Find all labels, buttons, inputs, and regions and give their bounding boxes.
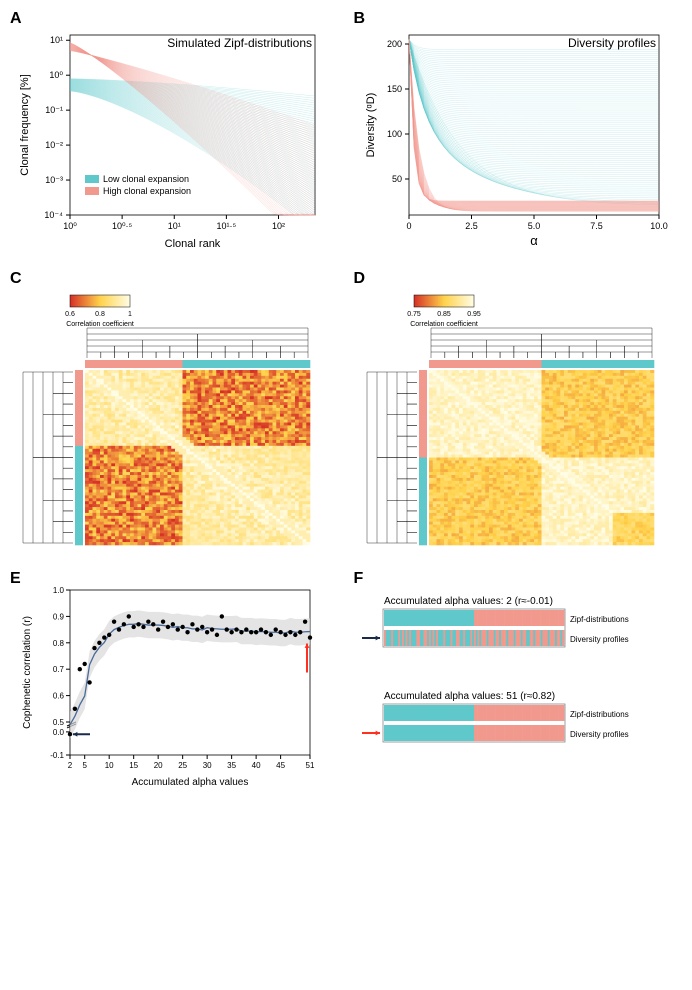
svg-text:10¹: 10¹	[50, 35, 63, 45]
panel-e-chart: 25101520253035404551-0.10.00.50.60.70.80…	[15, 575, 325, 795]
svg-text:5.0: 5.0	[527, 221, 540, 231]
svg-text:0: 0	[406, 221, 411, 231]
panel-b-label: B	[354, 10, 366, 28]
svg-text:100: 100	[386, 129, 401, 139]
panel-a-chart: 10⁰ 10⁰·⁵ 10¹ 10¹·⁵ 10² 10⁻⁴ 10⁻³ 10⁻² 10⁻¹ 10⁰ 10…	[15, 15, 325, 255]
svg-text:0.95: 0.95	[467, 311, 481, 318]
svg-text:10⁰: 10⁰	[63, 221, 77, 231]
svg-text:150: 150	[386, 84, 401, 94]
svg-text:2.5: 2.5	[465, 221, 478, 231]
svg-text:Correlation coefficient: Correlation coefficient	[66, 321, 134, 328]
svg-text:10¹: 10¹	[168, 221, 181, 231]
panel-f-label: F	[354, 570, 364, 588]
svg-text:10⁰: 10⁰	[49, 70, 63, 80]
panel-a-label: A	[10, 10, 22, 28]
panel-b: B 02.55.07.510.050100150200αDiversity (ᵅ…	[359, 15, 678, 255]
panel-d: D 0.750.850.95Correlation coefficient	[359, 275, 678, 555]
figure-grid: A 10⁰10⁰·⁵10¹10¹·⁵10²10⁻⁴10⁻³10⁻²10⁻¹10⁰…	[15, 15, 677, 795]
svg-text:200: 200	[386, 39, 401, 49]
svg-text:Correlation coefficient: Correlation coefficient	[410, 321, 478, 328]
panel-e-label: E	[10, 570, 21, 588]
svg-text:High clonal expansion: High clonal expansion	[103, 186, 191, 196]
svg-text:Clonal rank: Clonal rank	[165, 238, 221, 250]
svg-text:50: 50	[391, 174, 401, 184]
svg-text:10⁰·⁵: 10⁰·⁵	[112, 221, 133, 231]
svg-text:0.6: 0.6	[65, 311, 75, 318]
svg-text:10⁻⁴: 10⁻⁴	[44, 210, 63, 220]
panel-d-heatmap: 0.75 0.85 0.95 Correlation coefficient	[359, 275, 669, 555]
panel-f-bars: Accumulated alpha values: 2 (r≈-0.01)Zip…	[359, 575, 669, 795]
svg-text:1: 1	[128, 311, 132, 318]
svg-text:0.85: 0.85	[437, 311, 451, 318]
panel-f: F Accumulated alpha values: 2 (r≈-0.01)Z…	[359, 575, 678, 795]
svg-text:10⁻¹: 10⁻¹	[45, 105, 63, 115]
svg-text:10.0: 10.0	[650, 221, 668, 231]
panel-c: C 0.60.81Correlation coefficient	[15, 275, 334, 555]
panel-a: A 10⁰10⁰·⁵10¹10¹·⁵10²10⁻⁴10⁻³10⁻²10⁻¹10⁰…	[15, 15, 334, 255]
panel-c-label: C	[10, 270, 22, 288]
svg-text:10⁻³: 10⁻³	[45, 175, 63, 185]
svg-text:Simulated Zipf-distributions: Simulated Zipf-distributions	[167, 36, 312, 50]
svg-text:7.5: 7.5	[590, 221, 603, 231]
svg-text:10⁻²: 10⁻²	[45, 140, 63, 150]
svg-text:Clonal frequency [%]: Clonal frequency [%]	[19, 74, 31, 176]
panel-d-label: D	[354, 270, 366, 288]
svg-text:α: α	[530, 233, 538, 248]
svg-text:0.75: 0.75	[407, 311, 421, 318]
panel-c-heatmap: 0.6 0.8 1 Correlation coefficient	[15, 275, 325, 555]
svg-text:Diversity (ᵅD): Diversity (ᵅD)	[365, 93, 377, 158]
svg-text:0.8: 0.8	[95, 311, 105, 318]
panel-b-chart: 0 2.5 5.0 7.5 10.0 50 100 150 200 α Diversity (ᵅD)…	[359, 15, 669, 255]
panel-e: E 25101520253035404551-0.10.00.50.60.70.…	[15, 575, 334, 795]
svg-text:Low clonal expansion: Low clonal expansion	[103, 174, 189, 184]
svg-text:Diversity profiles: Diversity profiles	[567, 36, 655, 50]
svg-text:10²: 10²	[272, 221, 285, 231]
svg-text:10¹·⁵: 10¹·⁵	[217, 221, 237, 231]
